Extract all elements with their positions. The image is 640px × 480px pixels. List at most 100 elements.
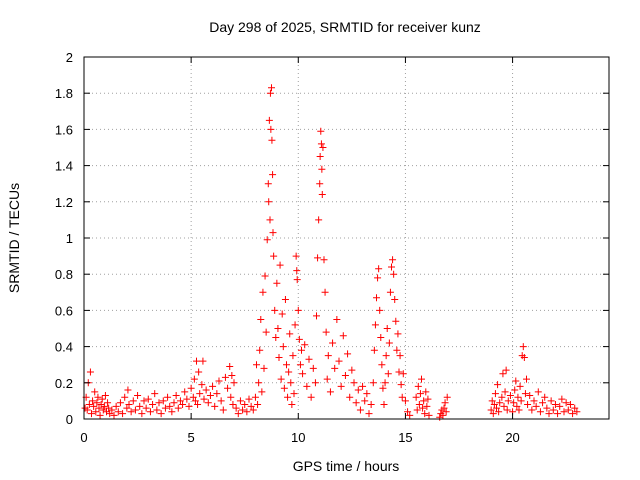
- data-point: [436, 413, 444, 421]
- data-point: [296, 361, 304, 369]
- data-point: [155, 399, 163, 407]
- data-point: [420, 397, 428, 405]
- data-point: [259, 288, 267, 296]
- data-point: [101, 391, 109, 399]
- data-point: [199, 357, 207, 365]
- data-point: [273, 279, 281, 287]
- data-point: [556, 402, 564, 410]
- data-point: [534, 388, 542, 396]
- x-tick-label: 20: [505, 430, 519, 445]
- data-point: [369, 379, 377, 387]
- data-point: [440, 404, 448, 412]
- data-point: [149, 401, 157, 409]
- data-point: [490, 401, 498, 409]
- data-point: [514, 393, 522, 401]
- data-point: [99, 406, 107, 414]
- data-point: [386, 288, 394, 296]
- y-tick-label: 0.6: [55, 303, 73, 318]
- data-point: [512, 377, 520, 385]
- y-tick-label: 2: [66, 50, 73, 65]
- data-point: [375, 265, 383, 273]
- data-point: [267, 125, 275, 133]
- data-point: [404, 408, 412, 416]
- data-point: [311, 379, 319, 387]
- data-point: [356, 406, 364, 414]
- y-tick-label: 0: [66, 412, 73, 427]
- data-point: [224, 384, 232, 392]
- data-point: [397, 381, 405, 389]
- data-point: [204, 399, 212, 407]
- data-point: [318, 191, 326, 199]
- data-point: [322, 328, 330, 336]
- data-point: [269, 171, 277, 179]
- data-point: [289, 352, 297, 360]
- data-point: [168, 408, 176, 416]
- data-point: [299, 370, 307, 378]
- data-point: [232, 404, 240, 412]
- data-point: [376, 306, 384, 314]
- data-point: [153, 406, 161, 414]
- data-point: [381, 379, 389, 387]
- data-point: [511, 386, 519, 394]
- y-tick-label: 1.6: [55, 122, 73, 137]
- data-point: [261, 272, 269, 280]
- data-point: [382, 352, 390, 360]
- data-point: [314, 254, 322, 262]
- data-point: [354, 386, 362, 394]
- data-point: [260, 364, 268, 372]
- data-point: [187, 384, 195, 392]
- data-point: [523, 375, 530, 383]
- data-points: [81, 84, 581, 421]
- data-point: [129, 397, 137, 405]
- data-point: [329, 339, 337, 347]
- data-point: [571, 404, 579, 412]
- data-point: [211, 402, 219, 410]
- data-point: [151, 390, 159, 398]
- data-point: [127, 408, 135, 416]
- data-point: [268, 136, 276, 144]
- data-point: [339, 332, 347, 340]
- data-point: [367, 401, 375, 409]
- data-point: [317, 140, 325, 148]
- data-point: [230, 379, 238, 387]
- data-point: [295, 335, 303, 343]
- data-point: [539, 399, 547, 407]
- data-point: [288, 401, 296, 409]
- data-point: [179, 401, 187, 409]
- data-point: [341, 372, 349, 380]
- data-point: [293, 267, 301, 275]
- data-point: [227, 393, 235, 401]
- data-point: [443, 393, 451, 401]
- data-point: [247, 402, 255, 410]
- data-point: [298, 346, 305, 354]
- data-point: [365, 410, 373, 418]
- data-point: [97, 401, 105, 409]
- data-point: [416, 390, 424, 398]
- data-point: [140, 397, 148, 405]
- data-point: [501, 388, 509, 396]
- data-point: [181, 388, 189, 396]
- data-point: [536, 408, 544, 416]
- y-tick-label: 0.2: [55, 376, 73, 391]
- data-point: [502, 366, 510, 374]
- data-point: [384, 370, 392, 378]
- data-point: [424, 395, 432, 403]
- data-point: [398, 393, 406, 401]
- y-axis-label: SRMTID / TECUs: [6, 183, 22, 293]
- grid-lines: [84, 57, 609, 419]
- data-point: [317, 127, 325, 135]
- data-point: [352, 399, 360, 407]
- data-point: [189, 393, 197, 401]
- data-point: [270, 252, 278, 260]
- data-point: [271, 306, 279, 314]
- data-point: [265, 116, 273, 124]
- data-point: [116, 399, 124, 407]
- data-point: [394, 330, 402, 338]
- data-point: [516, 382, 524, 390]
- data-point: [202, 386, 210, 394]
- data-point: [258, 388, 266, 396]
- data-point: [215, 377, 223, 385]
- data-point: [176, 397, 184, 405]
- data-point: [103, 408, 110, 416]
- data-point: [124, 386, 132, 394]
